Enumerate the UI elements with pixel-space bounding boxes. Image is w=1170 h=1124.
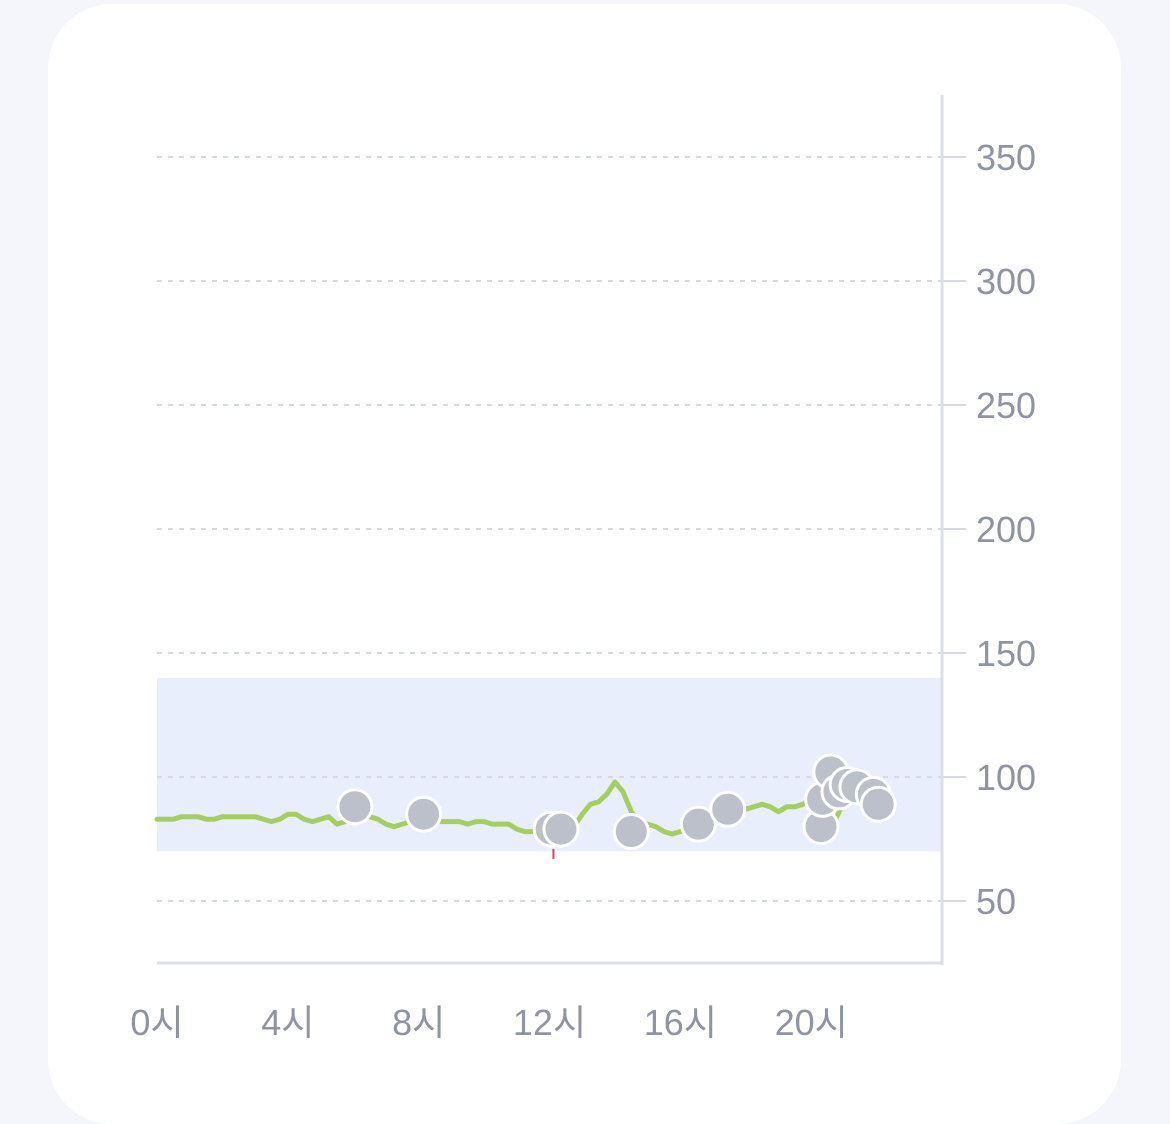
x-tick-label: 8시 (392, 1002, 445, 1043)
x-tick-label: 20시 (775, 1002, 848, 1043)
measurement-point[interactable] (405, 795, 443, 833)
measurement-point[interactable] (612, 813, 650, 851)
x-tick-label: 0시 (130, 1002, 183, 1043)
y-tick-label: 50 (976, 881, 1016, 922)
measurement-point[interactable] (336, 788, 374, 826)
x-tick-label: 12시 (513, 1002, 586, 1043)
measurement-point[interactable] (679, 805, 717, 843)
x-tick-label: 16시 (644, 1002, 717, 1043)
y-tick-label: 150 (976, 633, 1036, 674)
y-tick-label: 250 (976, 385, 1036, 426)
y-tick-label: 350 (976, 137, 1036, 178)
measurement-point[interactable] (709, 790, 747, 828)
y-tick-label: 200 (976, 509, 1036, 550)
y-tick-label: 100 (976, 757, 1036, 798)
y-tick-label: 300 (976, 261, 1036, 302)
x-tick-label: 4시 (261, 1002, 314, 1043)
measurement-point[interactable] (542, 810, 580, 848)
measurement-point[interactable] (859, 785, 897, 823)
glucose-chart: 50 100 150 200 250 300 350 0시 4시 8시 12시 16시 20시 (130, 95, 1036, 1043)
